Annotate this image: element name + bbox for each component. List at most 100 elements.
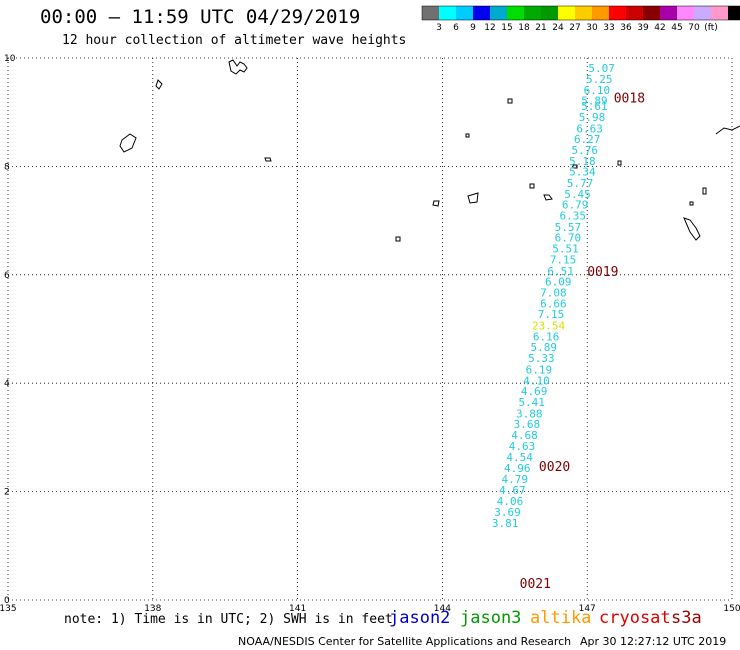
time-label: 0020 — [539, 460, 570, 475]
island — [572, 164, 578, 169]
y-tick-label: 4 — [4, 379, 10, 389]
wave-height-value: 5.25 — [586, 73, 613, 86]
time-label: 0021 — [520, 577, 551, 592]
wave-height-value: 6.63 — [576, 122, 603, 135]
colorbar-swatch — [660, 6, 677, 20]
y-tick-label: 8 — [4, 162, 10, 172]
colorbar-swatch — [592, 6, 609, 20]
colorbar-swatch — [609, 6, 626, 20]
colorbar-swatch — [694, 6, 711, 20]
wave-height-value: 6.10 — [584, 84, 611, 97]
wave-height-value: 6.27 — [574, 133, 601, 146]
island — [155, 79, 163, 90]
legend-s3a: s3a — [671, 608, 702, 628]
wave-height-value: 5.41 — [518, 396, 545, 409]
wave-height-value: 6.19 — [526, 363, 553, 376]
colorbar-swatch — [456, 6, 473, 20]
color-scale-bar: 3 6 9 12 15 18 21 24 27 30 33 36 39 42 45 70 (ft) — [421, 5, 740, 33]
colorbar-label: 39 — [637, 23, 649, 33]
wave-height-value: 5.76 — [572, 144, 599, 157]
colorbar-frame — [421, 5, 740, 21]
x-tick-label: 138 — [144, 604, 161, 614]
wave-height-value: 6.35 — [559, 210, 586, 223]
colorbar-label: 27 — [569, 23, 580, 33]
note-text: note: 1) Time is in UTC; 2) SWH is in fe… — [64, 612, 393, 627]
island — [467, 192, 479, 204]
time-labels: 0018 0019 0020 0021 — [520, 91, 645, 592]
island — [395, 236, 401, 242]
x-tick-label: 147 — [579, 604, 596, 614]
wave-height-value: 5.77 — [567, 177, 594, 190]
colorbar-label: 30 — [586, 23, 598, 33]
colorbar-label: 70 — [688, 23, 700, 33]
island — [715, 125, 740, 135]
colorbar-swatch — [626, 6, 643, 20]
colorbar-label: 3 — [436, 23, 442, 33]
island — [507, 98, 513, 104]
island — [702, 187, 707, 195]
colorbar-label: 18 — [518, 23, 530, 33]
wave-height-value: 6.66 — [540, 297, 567, 310]
wave-height-value: 5.89 — [581, 95, 608, 108]
island — [683, 217, 701, 241]
colorbar-swatch — [439, 6, 456, 20]
wave-height-value: 4.63 — [509, 440, 536, 453]
colorbar-swatch — [473, 6, 490, 20]
footer-timestamp: Apr 30 12:27:12 UTC 2019 — [580, 635, 727, 648]
wave-height-value: 4.54 — [506, 451, 533, 464]
colorbar-swatch — [677, 6, 694, 20]
wave-height-value: 4.10 — [523, 374, 550, 387]
wave-height-value: 5.51 — [552, 243, 579, 256]
island — [617, 160, 622, 166]
colorbar-swatch — [422, 6, 439, 20]
x-tick-label: 135 — [0, 604, 17, 614]
time-label: 0018 — [614, 91, 645, 106]
wave-height-value: 3.81 — [492, 517, 519, 530]
colorbar-swatch — [490, 6, 507, 20]
colorbar-swatch — [524, 6, 541, 20]
wave-height-value: 6.79 — [562, 199, 589, 212]
wave-height-value: 5.61 — [581, 100, 608, 113]
wave-height-value: 4.79 — [502, 473, 529, 486]
island — [432, 200, 440, 207]
wave-height-value: 5.34 — [569, 166, 596, 179]
colorbar-label: 45 — [671, 23, 682, 33]
colorbar-label: 36 — [620, 23, 632, 33]
island — [264, 157, 272, 162]
wave-height-value: 4.06 — [497, 495, 524, 508]
island — [543, 194, 553, 201]
island — [529, 183, 535, 189]
island — [465, 133, 470, 138]
wave-height-value: 3.68 — [514, 418, 541, 431]
colorbar-swatch — [541, 6, 558, 20]
wave-height-value: 5.33 — [528, 352, 555, 365]
axis-labels: 135 138 141 144 147 150 0 2 4 6 8 10 — [0, 54, 740, 614]
wave-height-value: 5.57 — [555, 221, 582, 234]
wave-height-value: 6.16 — [533, 330, 560, 343]
x-tick-label: 144 — [434, 604, 451, 614]
wave-height-value: 5.07 — [588, 62, 615, 75]
y-tick-label: 6 — [4, 271, 10, 281]
wave-height-value: 7.08 — [540, 286, 567, 299]
legend-cryosat: cryosat — [599, 608, 671, 628]
colorbar-label: (ft) — [704, 23, 718, 33]
wave-height-value: 7.15 — [550, 253, 577, 266]
colorbar-swatch — [711, 6, 728, 20]
coastlines — [119, 59, 740, 242]
legend-jason3: jason3 — [460, 608, 522, 628]
footer-credit: NOAA/NESDIS Center for Satellite Applica… — [238, 635, 572, 648]
island — [689, 201, 694, 206]
legend-altika: altika — [530, 608, 592, 628]
wave-height-value: 5.89 — [531, 341, 558, 354]
colorbar-swatch — [575, 6, 592, 20]
wave-height-value: 5.98 — [579, 111, 606, 124]
wave-height-value: 5.18 — [569, 155, 596, 168]
colorbar-label: 21 — [535, 23, 546, 33]
wave-height-value: 7.15 — [538, 308, 565, 321]
colorbar-swatch — [507, 6, 524, 20]
wave-height-value: 3.69 — [494, 506, 521, 519]
wave-height-value: 4.68 — [511, 429, 538, 442]
colorbar-swatch — [728, 6, 740, 20]
island — [119, 133, 137, 153]
